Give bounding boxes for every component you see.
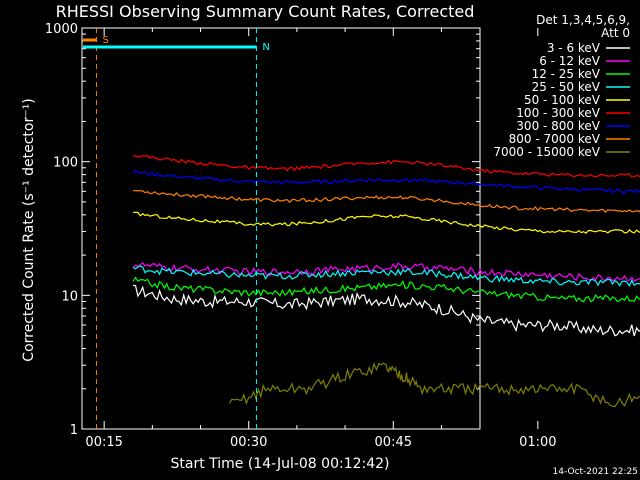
legend-label: 25 - 50 keV bbox=[532, 80, 601, 94]
series-line-7 bbox=[132, 169, 640, 194]
marker-label: N bbox=[262, 42, 269, 53]
y-tick-label: 100 bbox=[53, 156, 78, 171]
x-tick-label: 00:45 bbox=[375, 435, 412, 450]
series-line-5 bbox=[133, 211, 640, 234]
legend-header-2: Att 0 bbox=[601, 26, 630, 40]
marker-label: S bbox=[102, 35, 108, 46]
x-tick-label: 00:30 bbox=[230, 435, 267, 450]
y-axis-label: Corrected Count Rate (s⁻¹ detector⁻¹) bbox=[21, 98, 37, 361]
timestamp: 14-Oct-2021 22:25 bbox=[553, 467, 638, 477]
x-axis-label: Start Time (14-Jul-08 00:12:42) bbox=[170, 456, 389, 472]
x-tick-label: 00:15 bbox=[85, 435, 122, 450]
legend-header-1: Det 1,3,4,5,6,9, bbox=[536, 13, 630, 27]
legend-label: 6 - 12 keV bbox=[539, 54, 601, 68]
y-tick-label: 10 bbox=[61, 289, 78, 304]
legend-label: 3 - 6 keV bbox=[547, 41, 601, 55]
series-line-2 bbox=[132, 262, 640, 283]
series-line-1 bbox=[133, 284, 640, 337]
series-line-9 bbox=[228, 361, 640, 408]
plot-frame bbox=[81, 27, 481, 430]
legend-label: 300 - 800 keV bbox=[516, 119, 600, 133]
legend-label: 50 - 100 keV bbox=[524, 93, 601, 107]
legend-label: 100 - 300 keV bbox=[516, 106, 600, 120]
marker-layer: SN bbox=[82, 28, 270, 429]
y-tick-label: 1000 bbox=[45, 22, 78, 37]
series-layer bbox=[132, 154, 640, 408]
series-line-3 bbox=[132, 276, 640, 303]
legend-label: 12 - 25 keV bbox=[532, 67, 601, 81]
y-tick-label: 1 bbox=[70, 423, 78, 438]
series-line-6 bbox=[132, 154, 640, 178]
chart-title: RHESSI Observing Summary Count Rates, Co… bbox=[56, 2, 475, 21]
series-line-8 bbox=[133, 189, 640, 214]
y-axis: 1 10 100 1000 bbox=[45, 22, 480, 438]
legend-label: 800 - 7000 keV bbox=[509, 132, 601, 146]
x-tick-label: 01:00 bbox=[519, 435, 556, 450]
legend-label: 7000 - 15000 keV bbox=[493, 145, 600, 159]
series-line-4 bbox=[132, 265, 640, 288]
